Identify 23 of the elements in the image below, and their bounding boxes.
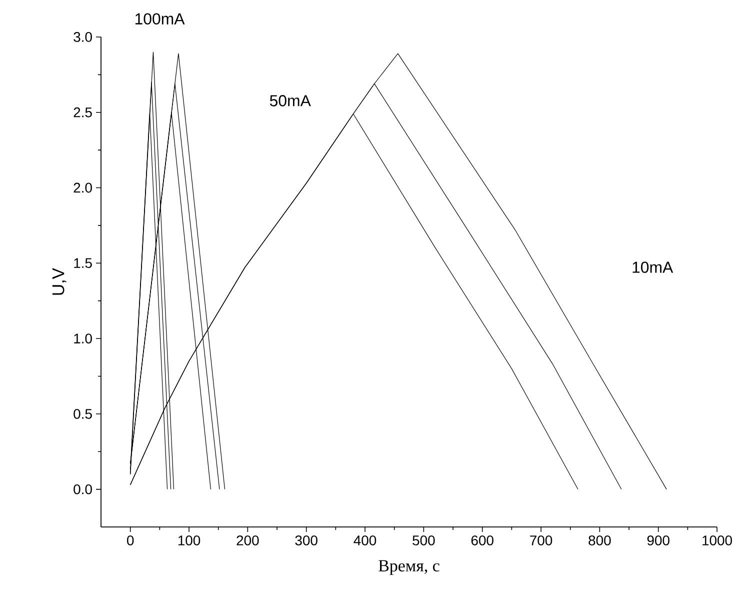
- y-tick-label: 1.0: [74, 334, 92, 344]
- y-tick-label: 0.0: [74, 484, 92, 494]
- annotation: 50mA: [270, 95, 311, 106]
- x-axis-title: Время, с: [378, 560, 440, 575]
- x-tick-label: 1000: [702, 535, 732, 546]
- x-tick-label: 0: [127, 535, 134, 546]
- x-tick-label: 600: [471, 535, 494, 546]
- annotation: 10mA: [632, 262, 674, 273]
- x-tick-label: 100: [178, 535, 200, 546]
- y-tick-label: 2.0: [74, 182, 92, 193]
- x-tick-label: 900: [647, 535, 670, 546]
- x-tick-label: 400: [354, 535, 376, 546]
- x-tick-label: 200: [236, 535, 259, 546]
- y-tick-label: 0.5: [74, 408, 92, 419]
- y-tick-label: 2.5: [74, 107, 92, 118]
- x-tick-label: 500: [412, 535, 435, 546]
- x-tick-label: 300: [295, 535, 318, 546]
- y-tick-label: 3.0: [74, 32, 92, 42]
- y-axis-title: U,V: [52, 268, 66, 295]
- x-tick-label: 800: [588, 535, 611, 546]
- y-tick-label: 1.5: [74, 258, 92, 268]
- x-tick-label: 700: [530, 535, 552, 546]
- text: 100mA: [135, 13, 185, 24]
